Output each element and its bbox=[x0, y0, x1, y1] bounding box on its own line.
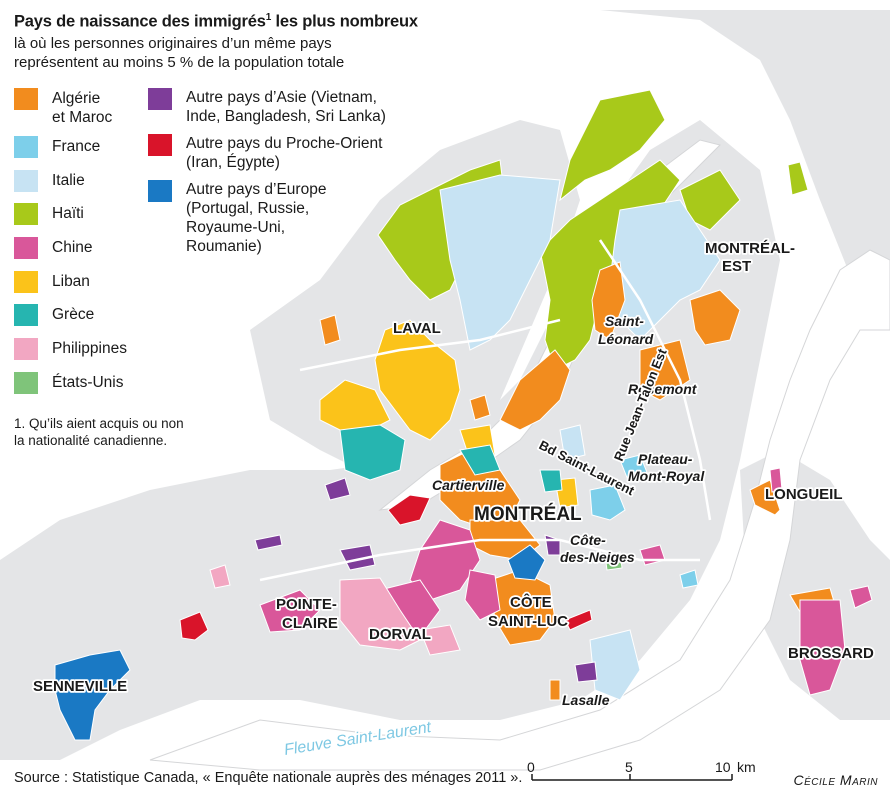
legend-item: Autre pays d’Europe (Portugal, Russie, Roy… bbox=[148, 180, 386, 256]
label-cote-saint-luc-2: SAINT-LUC bbox=[488, 613, 568, 630]
legend-swatch bbox=[148, 180, 172, 202]
legend-label: États-Unis bbox=[52, 373, 124, 391]
roads bbox=[259, 239, 712, 582]
label-saint-leonard-1: Saint- bbox=[605, 313, 644, 329]
label-rosemont: Rosemont bbox=[628, 381, 698, 397]
districts bbox=[54, 89, 873, 741]
label-montreal-est-2: EST bbox=[722, 258, 751, 275]
legend-swatch bbox=[148, 134, 172, 156]
legend-right: Autre pays d’Asie (Vietnam, Inde, Banglad… bbox=[148, 88, 386, 264]
label-longueil: LONGUEIL bbox=[765, 486, 843, 503]
legend-label: Algérie et Maroc bbox=[52, 90, 113, 126]
label-saint-leonard: Saint- Léonard bbox=[598, 313, 654, 347]
label-cote-des-neiges-1: Côte- bbox=[570, 532, 606, 548]
legend-label: France bbox=[52, 138, 101, 155]
legend-swatch bbox=[14, 203, 38, 226]
label-montreal-est-1: MONTRÉAL- bbox=[705, 240, 795, 257]
legend-item: France bbox=[14, 136, 127, 170]
footnote: 1. Qu’ils aient acquis ou non la nationa… bbox=[14, 416, 184, 448]
credit: Cécile Marin bbox=[793, 772, 878, 788]
label-cote-des-neiges: Côte- des-Neiges bbox=[560, 532, 635, 565]
scale-unit: km bbox=[737, 759, 756, 775]
label-lasalle: Lasalle bbox=[562, 692, 610, 708]
map-title-rest: les plus nombreux bbox=[271, 12, 418, 31]
legend-item: Italie bbox=[14, 169, 127, 204]
legend-swatch bbox=[14, 371, 38, 394]
legend-item: Chine bbox=[14, 237, 127, 271]
legend-label: Italie bbox=[52, 171, 85, 189]
map-subtitle: là où les personnes originaires d’un mêm… bbox=[14, 34, 444, 72]
label-pointe-claire-1: POINTE- bbox=[276, 596, 337, 613]
legend-swatch bbox=[14, 88, 38, 110]
legend-label: Philippines bbox=[52, 340, 127, 358]
map-title: Pays de naissance des immigrés1 les plus… bbox=[14, 12, 444, 32]
legend-swatch bbox=[14, 304, 38, 327]
subtitle-line-2: représentent au moins 5 % de la populati… bbox=[14, 53, 345, 71]
source-note: Source : Statistique Canada, « Enquête n… bbox=[14, 770, 523, 786]
legend-swatch bbox=[14, 136, 38, 158]
label-brossard: BROSSARD bbox=[788, 645, 874, 662]
label-senneville: SENNEVILLE bbox=[33, 678, 127, 695]
label-plateau: Plateau- Mont-Royal bbox=[628, 451, 705, 484]
scale-label-5: 5 bbox=[625, 759, 633, 775]
header: Pays de naissance des immigrés1 les plus… bbox=[14, 12, 444, 72]
legend-item: Liban bbox=[14, 270, 127, 305]
label-montreal-est: MONTRÉAL- EST bbox=[705, 240, 799, 275]
label-saint-leonard-2: Léonard bbox=[598, 331, 654, 347]
label-plateau-2: Mont-Royal bbox=[628, 468, 705, 484]
legend-swatch bbox=[14, 169, 38, 192]
scale-bar: 0 5 10 km bbox=[527, 759, 756, 781]
legend-left: Algérie et Maroc France Italie Haïti Chine Lib… bbox=[14, 88, 127, 406]
legend-label: Autre pays du Proche-Orient (Iran, Égypte… bbox=[186, 135, 383, 171]
legend-label: Autre pays d’Europe (Portugal, Russie, Roy… bbox=[186, 181, 327, 255]
legend-item: Autre pays d’Asie (Vietnam, Inde, Banglad… bbox=[148, 88, 386, 126]
legend-item: Autre pays du Proche-Orient (Iran, Égypte… bbox=[148, 134, 386, 172]
legend-swatch bbox=[14, 338, 38, 361]
label-plateau-1: Plateau- bbox=[638, 451, 693, 467]
label-dorval: DORVAL bbox=[369, 626, 431, 643]
label-montreal: MONTRÉAL bbox=[474, 503, 582, 525]
title-note-ref: 1 bbox=[265, 12, 272, 23]
legend-item: Philippines bbox=[14, 338, 127, 372]
legend-label: Autre pays d’Asie (Vietnam, Inde, Banglad… bbox=[186, 89, 386, 125]
label-cote-saint-luc: CÔTE SAINT-LUC bbox=[488, 593, 568, 630]
label-pointe-claire-2: CLAIRE bbox=[282, 615, 338, 632]
label-cote-des-neiges-2: des-Neiges bbox=[560, 549, 635, 565]
scale-label-0: 0 bbox=[527, 759, 535, 775]
legend-item: États-Unis bbox=[14, 371, 127, 406]
legend-swatch bbox=[14, 237, 38, 260]
legend-swatch bbox=[14, 270, 38, 293]
label-pointe-claire: POINTE- CLAIRE bbox=[276, 596, 341, 632]
legend-label: Haïti bbox=[52, 205, 84, 223]
legend-label: Chine bbox=[52, 239, 93, 257]
legend-label: Grèce bbox=[52, 306, 95, 324]
label-cartierville: Cartierville bbox=[432, 477, 505, 493]
subtitle-line-1: là où les personnes originaires d’un mêm… bbox=[14, 34, 332, 52]
label-cote-saint-luc-1: CÔTE bbox=[510, 593, 552, 611]
legend-item: Haïti bbox=[14, 203, 127, 237]
legend-item: Grèce bbox=[14, 304, 127, 338]
legend-label: Liban bbox=[52, 272, 90, 290]
label-laval: LAVAL bbox=[393, 320, 441, 337]
legend-item: Algérie et Maroc bbox=[14, 88, 127, 136]
scale-label-10: 10 bbox=[715, 759, 731, 775]
legend-swatch bbox=[148, 88, 172, 110]
map-title-main: Pays de naissance des immigrés bbox=[14, 12, 266, 31]
